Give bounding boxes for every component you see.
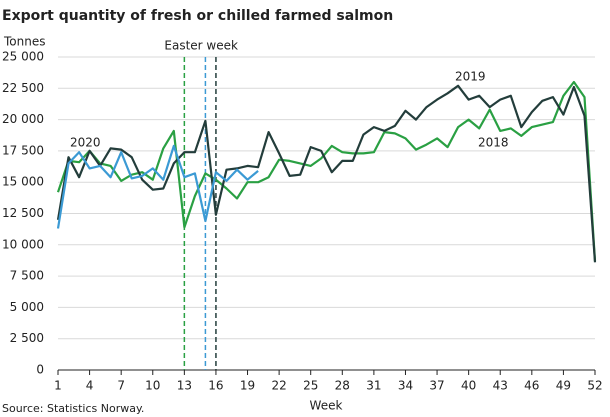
y-tick-label: 17 500	[2, 143, 44, 157]
x-tick-label: 13	[177, 379, 192, 393]
series-line	[56, 144, 259, 229]
x-axis-label: Week	[310, 399, 343, 413]
x-tick-label: 10	[145, 379, 160, 393]
x-tick-label: 1	[54, 379, 62, 393]
x-tick-label: 49	[556, 379, 571, 393]
series-label: 2020	[70, 136, 101, 150]
annotation: Easter week	[164, 39, 238, 53]
x-tick-label: 25	[303, 379, 318, 393]
x-tick-label: 19	[240, 379, 255, 393]
x-tick-label: 40	[461, 379, 476, 393]
source: Source: Statistics Norway.	[2, 402, 144, 415]
x-tick-label: 4	[86, 379, 94, 393]
x-tick-label: 16	[208, 379, 223, 393]
x-tick-label: 31	[366, 379, 381, 393]
y-tick-label: 15 000	[2, 175, 44, 189]
y-tick-label: 2 500	[10, 331, 44, 345]
x-tick-label: 37	[429, 379, 444, 393]
y-tick-label: 7 500	[10, 269, 44, 283]
y-tick-label: 12 500	[2, 206, 44, 220]
y-tick-label: 20 000	[2, 112, 44, 126]
y-tick-label: 0	[36, 363, 44, 377]
series-label: 2019	[455, 70, 486, 84]
x-tick-label: 7	[117, 379, 125, 393]
x-tick-label: 52	[587, 379, 602, 393]
y-tick-label: 25 000	[2, 50, 44, 64]
series-line	[56, 84, 597, 263]
series-line	[56, 80, 597, 262]
x-tick-label: 28	[335, 379, 350, 393]
x-tick-label: 46	[524, 379, 539, 393]
x-tick-label: 43	[493, 379, 508, 393]
x-tick-label: 22	[271, 379, 286, 393]
chart-title: Export quantity of fresh or chilled farm…	[2, 8, 393, 24]
y-axis-label: Tonnes	[3, 35, 45, 49]
y-tick-label: 10 000	[2, 237, 44, 251]
x-tick-label: 34	[398, 379, 413, 393]
y-tick-label: 5 000	[10, 300, 44, 314]
y-tick-label: 22 500	[2, 81, 44, 95]
series-label: 2018	[478, 136, 509, 150]
